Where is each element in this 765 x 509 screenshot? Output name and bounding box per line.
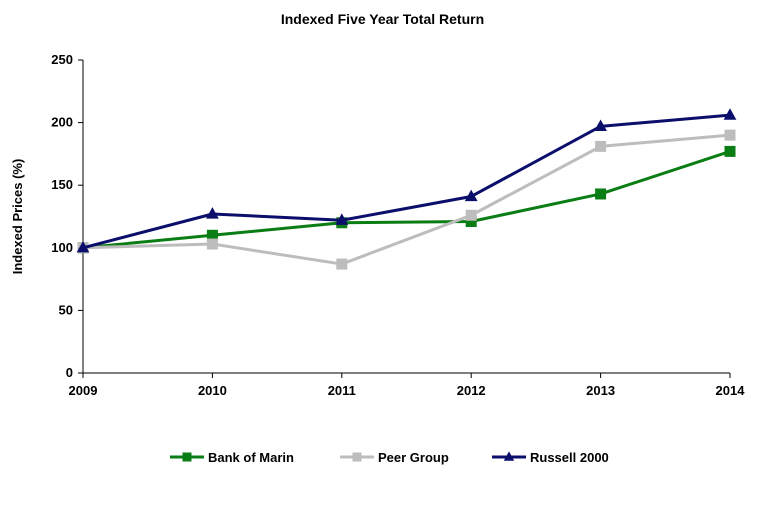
x-tick-label: 2013	[586, 383, 615, 398]
series-russell-2000	[76, 108, 737, 253]
legend-label: Russell 2000	[530, 450, 609, 465]
legend-swatch-marker	[182, 452, 192, 462]
y-tick-label: 50	[59, 302, 73, 317]
series-line-peer-group	[82, 133, 731, 266]
data-point-russell-2000	[594, 119, 607, 131]
data-point-russell-2000	[206, 207, 219, 219]
data-point-bank-of-marin	[465, 216, 477, 228]
data-point-bank-of-marin	[595, 188, 607, 200]
x-tick-label: 2012	[457, 383, 486, 398]
series-line-russell-2000	[82, 113, 731, 250]
legend-item-bank-of-marin: Bank of Marin	[170, 450, 294, 465]
y-tick-label: 200	[51, 115, 73, 130]
data-point-russell-2000	[335, 213, 349, 225]
y-tick-label: 250	[51, 52, 73, 67]
y-tick-label: 0	[66, 365, 73, 380]
x-tick-label: 2010	[198, 383, 227, 398]
data-point-peer-group	[336, 258, 348, 270]
legend: Bank of Marin Peer Group Russell 2000	[170, 450, 609, 465]
y-axis-ticks: 0 50 100 150 200 250	[51, 52, 83, 380]
legend-swatch-marker	[503, 451, 515, 461]
data-point-bank-of-marin	[724, 145, 736, 157]
legend-label: Bank of Marin	[208, 450, 294, 465]
y-tick-label: 150	[51, 177, 73, 192]
legend-swatch-marker	[352, 452, 362, 462]
series-line-bank-of-marin	[82, 149, 731, 250]
series-bank-of-marin	[77, 145, 736, 254]
y-tick-label: 100	[51, 240, 73, 255]
data-point-peer-group	[465, 209, 477, 221]
x-tick-label: 2011	[328, 383, 356, 398]
data-point-russell-2000	[464, 189, 478, 202]
legend-item-peer-group: Peer Group	[340, 450, 449, 465]
x-tick-label: 2014	[716, 383, 746, 398]
series-peer-group	[77, 129, 736, 270]
legend-label: Peer Group	[378, 450, 449, 465]
data-point-peer-group	[206, 238, 218, 250]
x-axis-ticks: 2009 2010 2011 2012 2013 2014	[69, 373, 746, 398]
data-point-peer-group	[595, 140, 607, 152]
data-point-bank-of-marin	[206, 229, 218, 241]
series-layer	[76, 108, 737, 270]
data-point-peer-group	[724, 129, 736, 141]
y-axis-title: Indexed Prices (%)	[10, 159, 25, 275]
legend-item-russell-2000: Russell 2000	[492, 450, 609, 465]
x-tick-label: 2009	[69, 383, 98, 398]
data-point-russell-2000	[76, 240, 90, 253]
chart-title: Indexed Five Year Total Return	[280, 11, 485, 27]
data-point-russell-2000	[723, 108, 737, 120]
chart-axes	[82, 60, 730, 374]
